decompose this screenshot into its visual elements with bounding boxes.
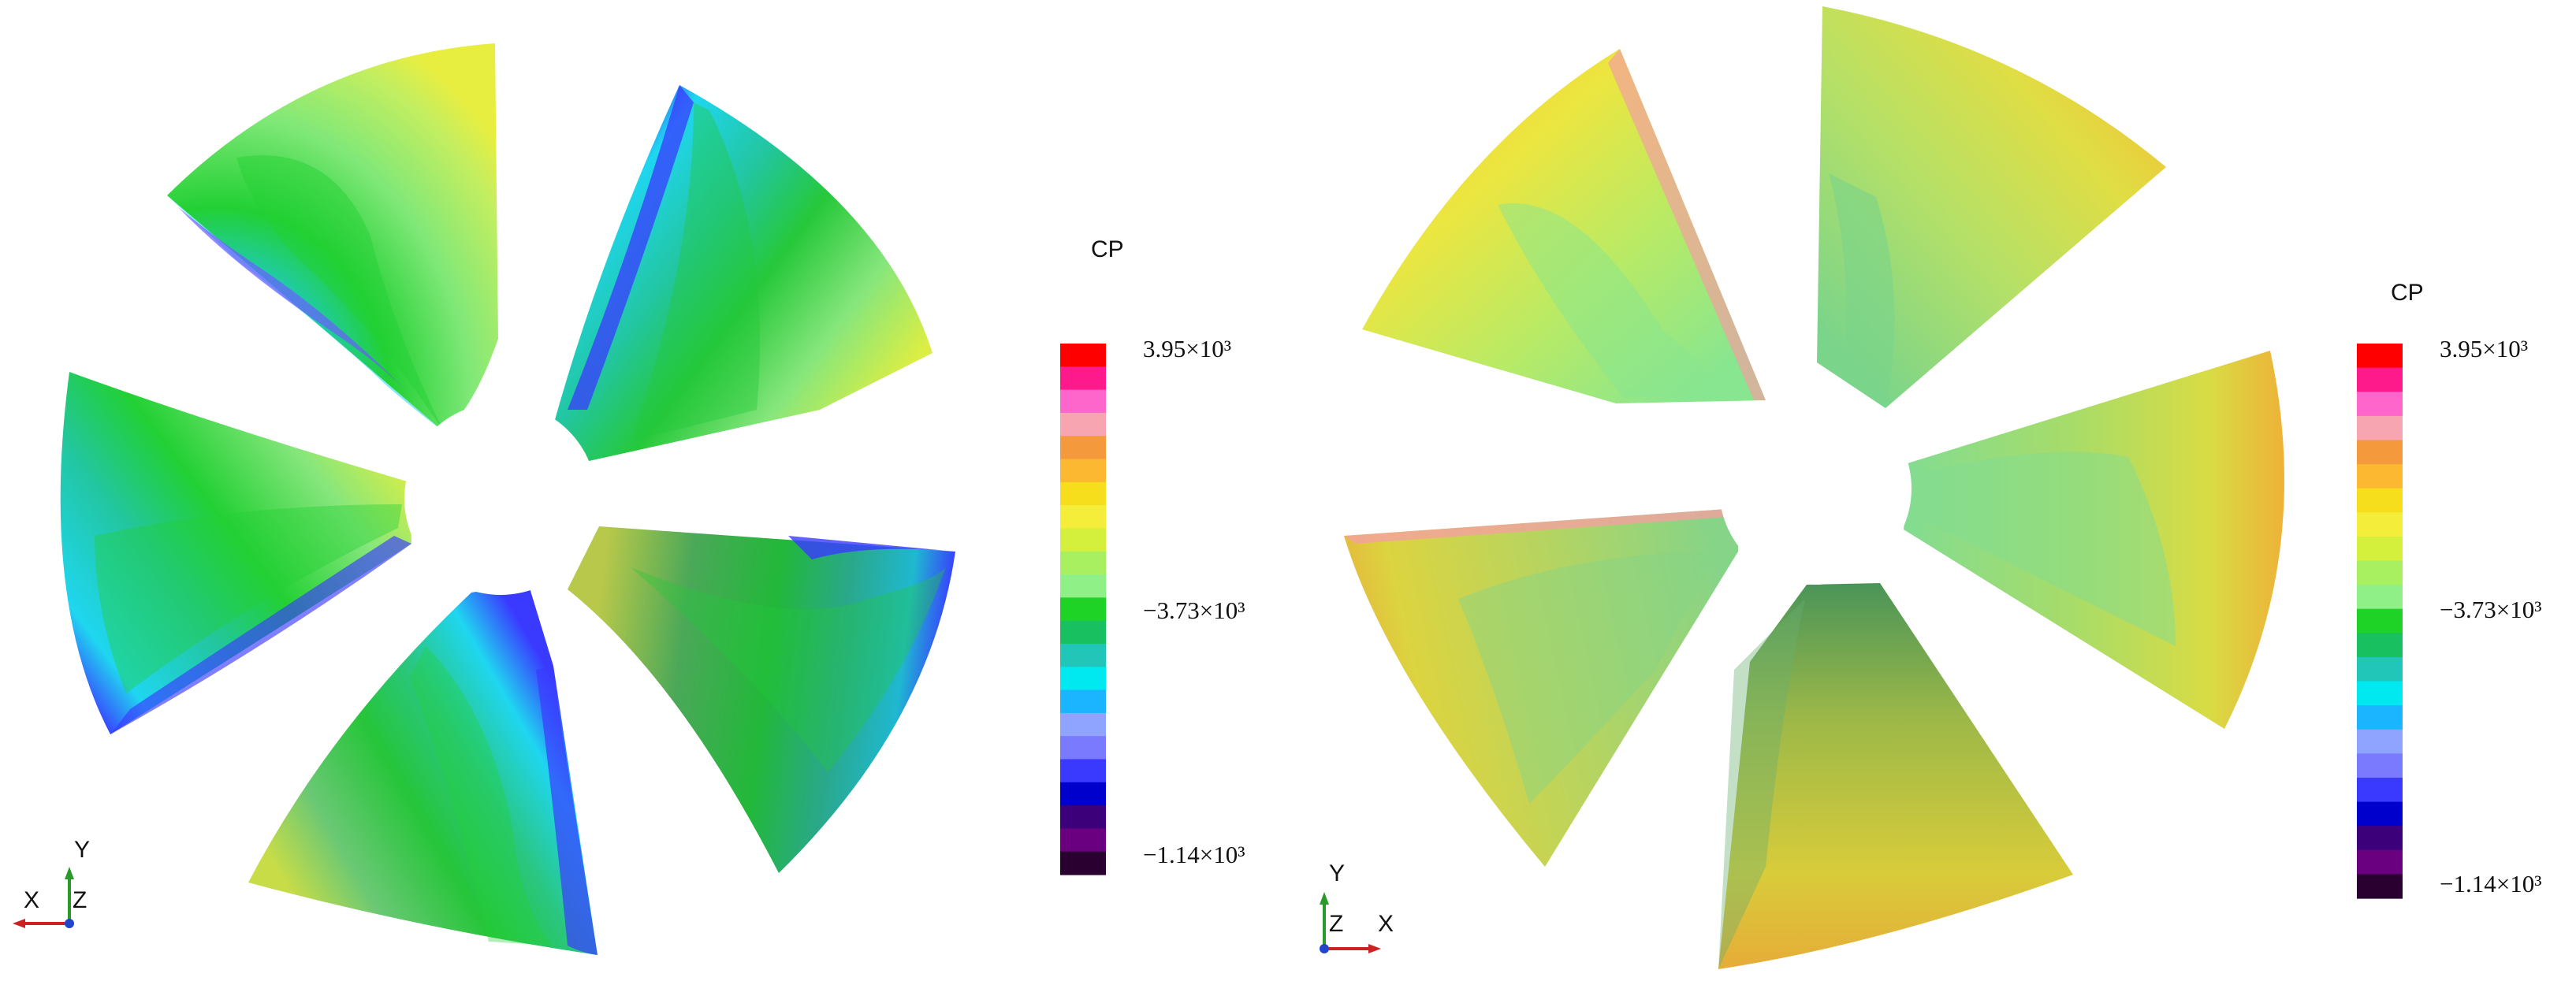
right-hub (1719, 392, 1912, 585)
left-y-label: Y (74, 837, 91, 863)
right-colorbar-segment (2357, 753, 2403, 778)
left-z-label: Z (73, 887, 87, 913)
right-colorbar-segment (2357, 512, 2403, 537)
right-axis-triad (1320, 892, 1381, 953)
left-colorbar-segment (1060, 597, 1106, 622)
right-colorbar-segment (2357, 488, 2403, 513)
right-colorbar-segment (2357, 536, 2403, 562)
right-colorbar-segment (2357, 608, 2403, 634)
right-colorbar-segment (2357, 729, 2403, 754)
right-colorbar-segment (2357, 826, 2403, 851)
left-colorbar-segment (1060, 851, 1106, 875)
right-colorbar-segment (2357, 585, 2403, 610)
right-blade-right (1904, 351, 2285, 729)
right-blade-left (1344, 508, 1738, 867)
left-propeller (60, 43, 955, 955)
right-colorbar-segment (2357, 367, 2403, 392)
right-y-arrowhead (1320, 892, 1329, 905)
right-colorbar-segment (2357, 633, 2403, 658)
left-colorbar-segment (1060, 643, 1106, 667)
left-y-arrowhead (65, 867, 74, 879)
left-x-label: X (24, 887, 40, 913)
right-colorbar-segment (2357, 560, 2403, 585)
left-colorbar-segment (1060, 344, 1106, 367)
left-colorbar-segment (1060, 459, 1106, 483)
left-colorbar-segment (1060, 412, 1106, 437)
left-colorbar-segment (1060, 366, 1106, 391)
left-colorbar-segment (1060, 505, 1106, 530)
right-colorbar-segment (2357, 392, 2403, 417)
left-blade-top-right (553, 85, 932, 465)
left-colorbar-segment (1060, 828, 1106, 853)
right-colorbar-segment (2357, 801, 2403, 827)
left-colorbar-tick-min: −1.14×10³ (1143, 841, 1245, 868)
right-blade-bottom (1718, 583, 2073, 969)
left-hub (404, 403, 597, 595)
right-colorbar-tick-min: −1.14×10³ (2440, 870, 2542, 897)
right-colorbar-segment (2357, 440, 2403, 465)
right-blade-top-left (1362, 49, 1766, 403)
left-blade-right (568, 526, 955, 873)
right-z-label: Z (1329, 911, 1344, 937)
left-x-arrowhead (13, 919, 25, 928)
left-colorbar-tick-mid: −3.73×10³ (1143, 596, 1245, 624)
left-colorbar-segment (1060, 712, 1106, 737)
left-colorbar-segment (1060, 620, 1106, 645)
right-propeller (1344, 6, 2285, 969)
left-colorbar (1060, 344, 1106, 875)
left-colorbar-segment (1060, 481, 1106, 506)
right-colorbar-segment (2357, 656, 2403, 682)
left-z-axis-dot (65, 919, 74, 928)
left-blade-left (60, 372, 411, 734)
right-blade-top-right (1817, 6, 2166, 408)
right-colorbar-segment (2357, 464, 2403, 489)
left-colorbar-segment (1060, 389, 1106, 414)
right-colorbar-title: CP (2391, 280, 2424, 306)
right-colorbar-segment (2357, 874, 2403, 899)
left-axis-triad (13, 867, 74, 928)
left-colorbar-segment (1060, 574, 1106, 598)
left-colorbar-segment (1060, 689, 1106, 714)
right-x-arrowhead (1368, 944, 1381, 953)
right-colorbar-tick-mid: −3.73×10³ (2440, 596, 2542, 623)
left-colorbar-segment (1060, 782, 1106, 806)
right-colorbar-segment (2357, 849, 2403, 875)
right-colorbar (2357, 344, 2403, 899)
right-colorbar-segment (2357, 705, 2403, 730)
right-colorbar-segment (2357, 415, 2403, 441)
right-colorbar-segment (2357, 681, 2403, 706)
left-colorbar-segment (1060, 759, 1106, 783)
left-colorbar-segment (1060, 667, 1106, 691)
left-colorbar-tick-max: 3.95×10³ (1143, 335, 1232, 362)
left-colorbar-segment (1060, 436, 1106, 460)
right-colorbar-segment (2357, 344, 2403, 369)
right-z-axis-dot (1320, 944, 1329, 953)
right-y-label: Y (1329, 860, 1346, 886)
left-blade-top-left (167, 43, 498, 432)
left-colorbar-segment (1060, 551, 1106, 575)
left-colorbar-segment (1060, 528, 1106, 552)
right-x-label: X (1378, 911, 1394, 937)
left-colorbar-segment (1060, 805, 1106, 829)
right-colorbar-tick-max: 3.95×10³ (2440, 335, 2529, 362)
left-blade-bottom (248, 583, 597, 955)
right-colorbar-segment (2357, 777, 2403, 803)
left-colorbar-title: CP (1091, 236, 1124, 262)
left-colorbar-segment (1060, 736, 1106, 760)
